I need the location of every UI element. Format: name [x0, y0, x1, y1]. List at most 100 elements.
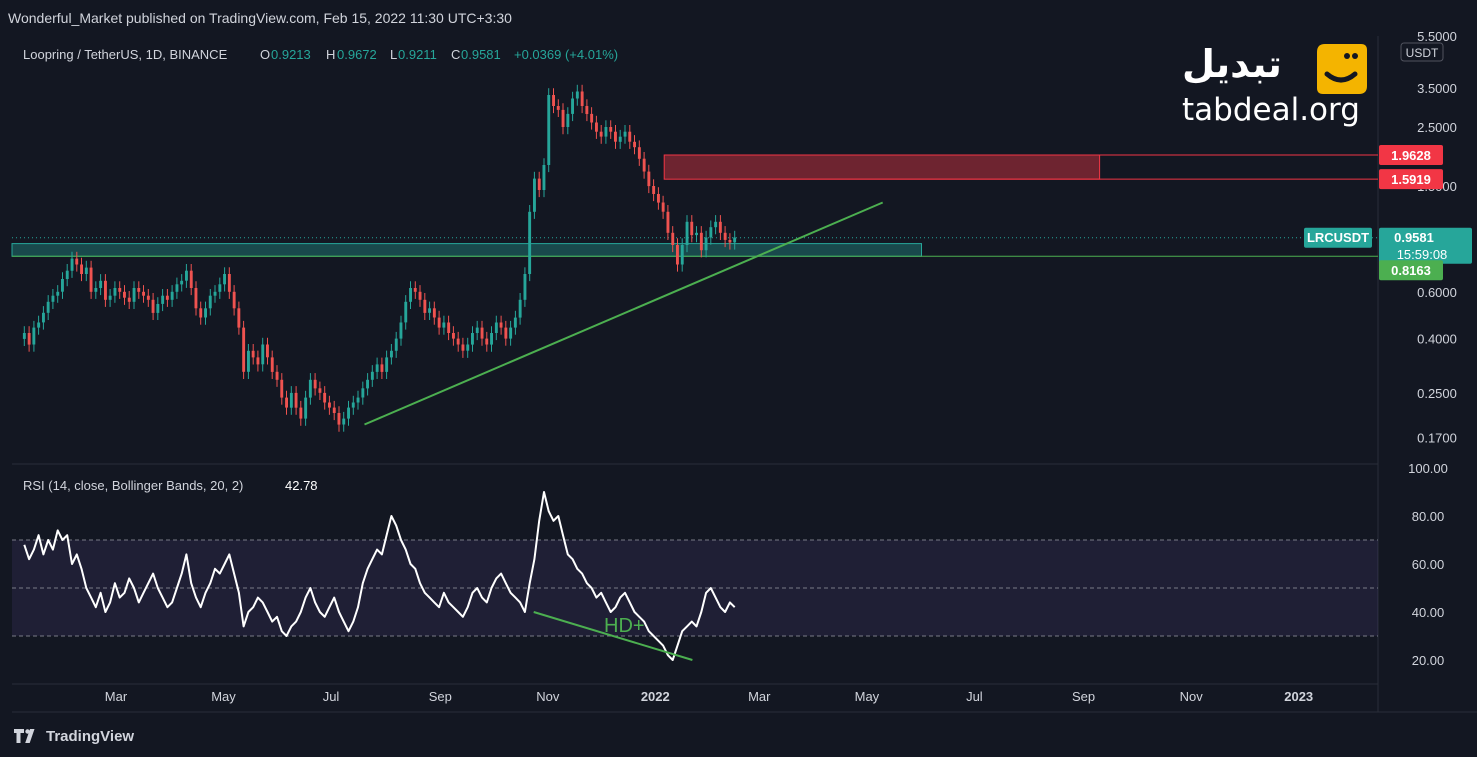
- candle[interactable]: [323, 386, 327, 410]
- candle[interactable]: [666, 205, 670, 240]
- candle[interactable]: [223, 267, 226, 292]
- candle[interactable]: [695, 226, 698, 243]
- candle[interactable]: [161, 289, 165, 312]
- candle[interactable]: [623, 125, 627, 144]
- candle[interactable]: [189, 264, 193, 296]
- candle[interactable]: [494, 315, 498, 341]
- candle[interactable]: [208, 289, 212, 316]
- candle[interactable]: [165, 289, 169, 307]
- candle[interactable]: [509, 320, 513, 346]
- candle[interactable]: [204, 301, 207, 325]
- candle[interactable]: [637, 140, 641, 166]
- candle[interactable]: [332, 400, 336, 421]
- candle[interactable]: [561, 103, 565, 135]
- candle[interactable]: [404, 295, 408, 330]
- candle[interactable]: [690, 215, 694, 243]
- candle[interactable]: [552, 88, 555, 114]
- candle[interactable]: [413, 281, 417, 299]
- candle[interactable]: [709, 220, 713, 245]
- candle[interactable]: [504, 320, 508, 346]
- candle[interactable]: [65, 264, 69, 287]
- candle[interactable]: [537, 171, 541, 198]
- candle[interactable]: [380, 357, 384, 379]
- candle[interactable]: [423, 293, 427, 320]
- candle[interactable]: [676, 238, 679, 272]
- candle[interactable]: [170, 285, 174, 307]
- candle[interactable]: [680, 238, 684, 272]
- candle[interactable]: [328, 395, 331, 415]
- candle[interactable]: [633, 135, 636, 155]
- candle[interactable]: [356, 390, 360, 410]
- candle[interactable]: [285, 390, 288, 415]
- rsi-line[interactable]: [23, 491, 736, 661]
- candle[interactable]: [127, 291, 131, 309]
- candle[interactable]: [304, 390, 308, 426]
- candle[interactable]: [294, 386, 298, 415]
- ascending-trendline[interactable]: [364, 201, 884, 426]
- candle[interactable]: [194, 281, 198, 316]
- price-axis-label[interactable]: 0.8163: [1379, 260, 1443, 281]
- candle[interactable]: [342, 411, 346, 432]
- candle[interactable]: [523, 267, 527, 307]
- candle[interactable]: [599, 125, 603, 144]
- candle[interactable]: [471, 326, 474, 352]
- candle[interactable]: [547, 88, 551, 173]
- support-zone[interactable]: [11, 243, 922, 257]
- candle[interactable]: [657, 187, 660, 210]
- candle[interactable]: [75, 251, 79, 272]
- candle[interactable]: [51, 289, 55, 309]
- candle[interactable]: [213, 285, 217, 303]
- candle[interactable]: [151, 293, 155, 320]
- candle[interactable]: [456, 331, 460, 352]
- rsi-pane[interactable]: [12, 464, 1378, 684]
- candle[interactable]: [289, 386, 293, 415]
- candle[interactable]: [437, 310, 441, 335]
- candle[interactable]: [556, 99, 560, 117]
- candle[interactable]: [499, 315, 503, 335]
- candle[interactable]: [104, 274, 107, 307]
- candle[interactable]: [628, 125, 632, 149]
- candle[interactable]: [156, 297, 160, 320]
- candle[interactable]: [275, 365, 279, 387]
- candle[interactable]: [37, 315, 41, 335]
- candle[interactable]: [22, 326, 26, 346]
- candle[interactable]: [466, 337, 470, 358]
- candle[interactable]: [251, 344, 255, 365]
- candle[interactable]: [580, 84, 584, 114]
- candle[interactable]: [704, 230, 708, 258]
- candle[interactable]: [299, 400, 303, 426]
- candle[interactable]: [46, 295, 50, 320]
- candle[interactable]: [99, 274, 103, 296]
- candle[interactable]: [242, 320, 246, 379]
- candle[interactable]: [280, 373, 284, 405]
- resistance-zone[interactable]: [663, 154, 1101, 180]
- candle[interactable]: [728, 233, 732, 250]
- candle[interactable]: [490, 326, 493, 352]
- candle[interactable]: [533, 171, 536, 219]
- candle[interactable]: [237, 301, 241, 335]
- candle[interactable]: [261, 337, 265, 372]
- candle[interactable]: [123, 285, 126, 305]
- candle[interactable]: [61, 272, 64, 299]
- price-axis-label[interactable]: LRCUSDT 0.9581 15:59:08: [1304, 227, 1472, 264]
- candle[interactable]: [685, 215, 689, 253]
- candle[interactable]: [27, 326, 31, 352]
- candle[interactable]: [394, 331, 398, 358]
- candle[interactable]: [32, 320, 36, 352]
- candle[interactable]: [671, 226, 675, 253]
- candle[interactable]: [318, 381, 322, 400]
- candle[interactable]: [452, 326, 455, 346]
- candle[interactable]: [513, 310, 517, 335]
- candle[interactable]: [146, 289, 150, 307]
- candle[interactable]: [733, 230, 737, 250]
- candle[interactable]: [80, 257, 83, 282]
- candle[interactable]: [266, 337, 269, 365]
- candle[interactable]: [566, 107, 570, 135]
- candle[interactable]: [351, 395, 355, 415]
- candle[interactable]: [180, 274, 184, 292]
- candle[interactable]: [518, 293, 522, 325]
- candle[interactable]: [56, 285, 60, 303]
- candle[interactable]: [137, 281, 141, 299]
- candle[interactable]: [399, 315, 403, 346]
